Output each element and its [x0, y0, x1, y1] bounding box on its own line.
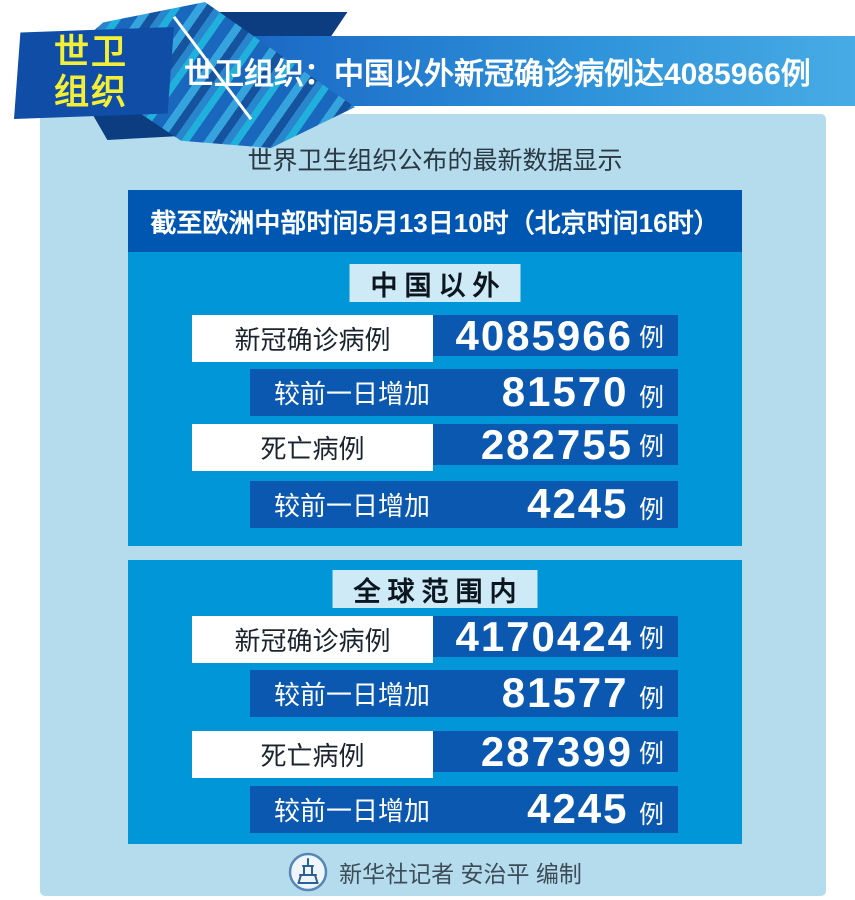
intro-text: 世界卫生组织公布的最新数据显示: [247, 147, 623, 175]
row-label-confirmed: 新冠确诊病例: [192, 315, 433, 362]
row-value-deaths: 282755 例: [433, 420, 678, 468]
value-number: 81570: [501, 368, 629, 415]
row-value-increase: 4245 例: [527, 483, 664, 526]
section-outside-china: 中国以外 新冠确诊病例 4085966 例 较前一日增加 81570 例 死亡病…: [128, 252, 742, 546]
row-value-confirmed: 4085966 例: [433, 311, 678, 359]
headline-title: 世卫组织：中国以外新冠确诊病例达4085966例: [184, 58, 811, 91]
section-global: 全球范围内 新冠确诊病例 4170424 例 较前一日增加 81577 例 死亡…: [128, 560, 742, 844]
row-value-increase: 81577 例: [502, 672, 664, 715]
who-badge-line1: 世卫: [54, 33, 129, 72]
row-daily-increase: 较前一日增加 81577 例: [250, 670, 678, 717]
value-number: 282755: [480, 420, 633, 468]
row-value-increase: 81570 例: [502, 371, 664, 414]
value-number: 4085966: [455, 311, 633, 359]
row-daily-increase: 较前一日增加 4245 例: [250, 481, 678, 528]
row-label-deaths: 死亡病例: [192, 424, 433, 471]
row-value-increase: 4245 例: [527, 788, 664, 831]
row-label-increase: 较前一日增加: [274, 379, 431, 409]
row-label-confirmed: 新冠确诊病例: [192, 616, 433, 663]
row-label-increase: 较前一日增加: [274, 491, 431, 521]
value-number: 4245: [527, 480, 629, 527]
row-value-confirmed: 4170424 例: [433, 612, 678, 660]
value-unit: 例: [638, 432, 664, 461]
value-unit: 例: [638, 739, 664, 768]
row-daily-increase: 较前一日增加 4245 例: [250, 786, 678, 833]
who-badge-line2: 组织: [54, 73, 129, 113]
value-unit: 例: [638, 323, 664, 352]
value-number: 287399: [480, 727, 633, 775]
who-badge: 世卫 组织: [14, 27, 174, 119]
value-number: 4245: [527, 785, 629, 832]
row-label-increase: 较前一日增加: [274, 796, 431, 826]
xinhua-logo-icon: [288, 852, 328, 892]
section-label: 中国以外: [349, 264, 521, 302]
row-label-deaths: 死亡病例: [192, 731, 433, 778]
value-unit: 例: [638, 496, 664, 524]
who-badge-label: 世卫 组织: [54, 33, 128, 114]
value-unit: 例: [638, 624, 664, 653]
row-value-deaths: 287399 例: [433, 727, 678, 775]
footer-credit-text: 新华社记者 安治平 编制: [339, 861, 582, 887]
footer-credit-bar: 新华社记者 安治平 编制: [128, 850, 742, 894]
value-unit: 例: [638, 685, 664, 713]
value-unit: 例: [638, 801, 664, 829]
value-number: 4170424: [455, 612, 633, 660]
row-label-increase: 较前一日增加: [274, 680, 431, 710]
value-unit: 例: [638, 384, 664, 412]
row-daily-increase: 较前一日增加 81570 例: [250, 369, 678, 416]
value-number: 81577: [501, 669, 629, 716]
section-label: 全球范围内: [332, 570, 538, 608]
time-bar: 截至欧洲中部时间5月13日10时（北京时间16时）: [128, 190, 742, 252]
